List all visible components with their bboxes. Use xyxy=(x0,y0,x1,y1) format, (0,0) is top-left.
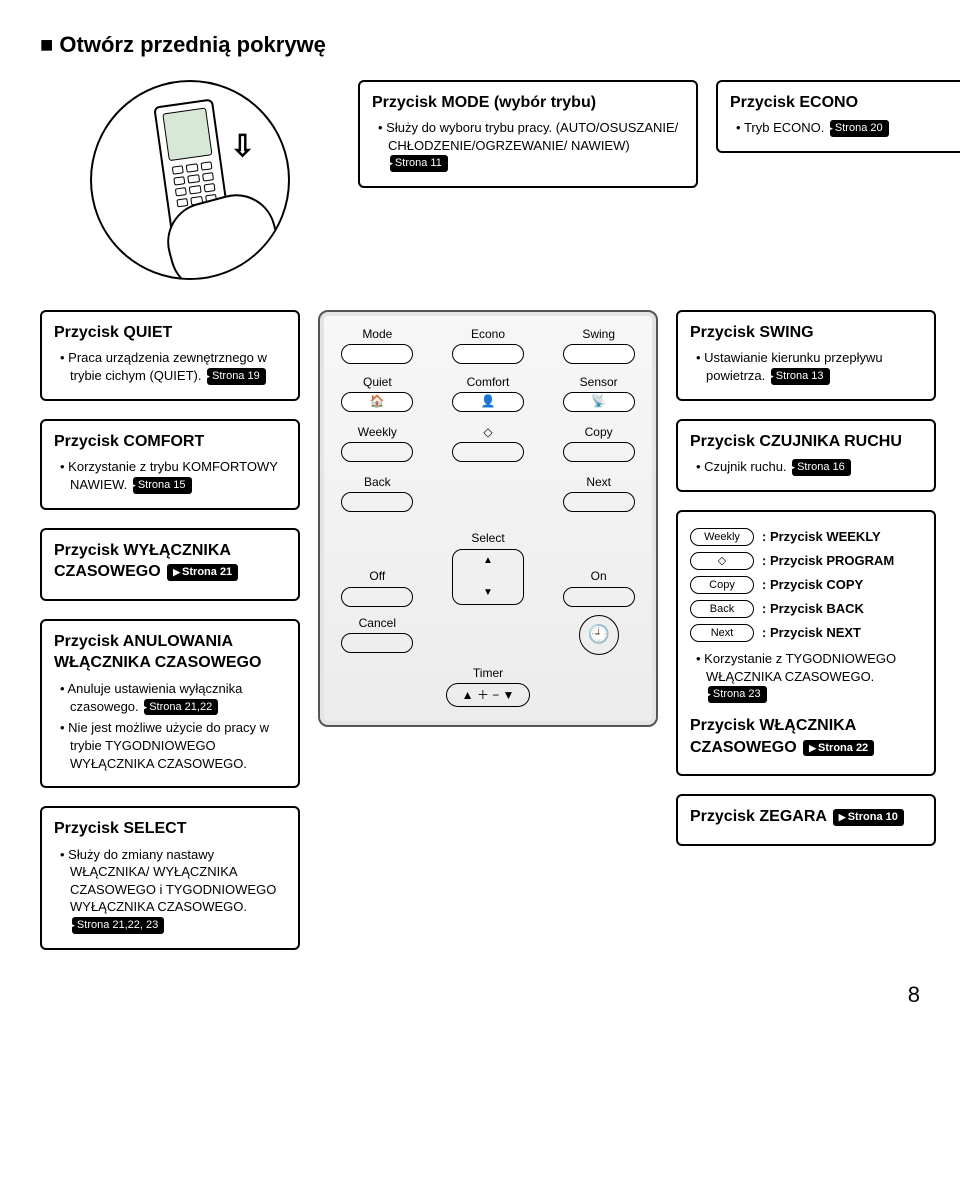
on-button[interactable]: On xyxy=(551,568,646,606)
page-ref-badge: Strona 11 xyxy=(390,155,448,172)
callout-item: Czujnik ruchu. Strona 16 xyxy=(696,456,922,478)
page-number: 8 xyxy=(40,980,920,1010)
callout-item: Ustawianie kierunku przepływu powietrza.… xyxy=(696,347,922,386)
timer-button[interactable]: ▲ ＋ − ▼ xyxy=(446,683,530,707)
page-ref-badge: Strona 10 xyxy=(833,809,904,826)
left-column: Przycisk QUIET Praca urządzenia zewnętrz… xyxy=(40,310,300,950)
off-button[interactable]: Off xyxy=(330,568,425,606)
callout-item: Anuluje ustawienia wyłącznika czasowego.… xyxy=(60,678,286,717)
legend-row: Copy : Przycisk COPY xyxy=(690,576,922,594)
comfort-button[interactable]: Comfort👤 xyxy=(441,374,536,412)
econo-button[interactable]: Econo xyxy=(441,326,536,364)
legend-row: Next : Przycisk NEXT xyxy=(690,624,922,642)
callout-item: Nie jest możliwe użycie do pracy w trybi… xyxy=(60,717,286,774)
callout-title: Przycisk ANULOWANIA WŁĄCZNIKA CZASOWEGO xyxy=(54,631,286,674)
callout-quiet: Przycisk QUIET Praca urządzenia zewnętrz… xyxy=(40,310,300,401)
page-ref-badge: Strona 20 xyxy=(830,120,889,137)
page-ref-badge: Strona 21,22, 23 xyxy=(72,917,164,934)
page-ref-badge: Strona 16 xyxy=(792,459,851,476)
callout-title: Przycisk COMFORT xyxy=(54,431,286,453)
callout-comfort: Przycisk COMFORT Korzystanie z trybu KOM… xyxy=(40,419,300,510)
remote-panel: Mode Econo Swing Quiet🏠 Comfort👤 Sensor📡… xyxy=(318,310,658,727)
callout-item: Tryb ECONO. Strona 20 xyxy=(736,117,960,139)
program-button[interactable]: ◇ xyxy=(441,424,536,462)
callout-sensor: Przycisk CZUJNIKA RUCHU Czujnik ruchu. S… xyxy=(676,419,936,492)
center-column: Mode Econo Swing Quiet🏠 Comfort👤 Sensor📡… xyxy=(318,310,658,727)
cancel-button[interactable]: Cancel xyxy=(330,615,425,653)
page-ref-badge: Strona 21,22 xyxy=(144,699,218,716)
page-ref-badge: Strona 21 xyxy=(167,564,238,581)
callout-item: Korzystanie z TYGODNIOWEGO WŁĄCZNIKA CZA… xyxy=(696,648,922,705)
sensor-button[interactable]: Sensor📡 xyxy=(551,374,646,412)
callout-swing: Przycisk SWING Ustawianie kierunku przep… xyxy=(676,310,936,401)
callout-title: Przycisk SELECT xyxy=(54,818,286,840)
timer-label: Timer xyxy=(330,665,646,681)
callout-title: Przycisk ECONO xyxy=(730,92,960,114)
legend-row: Weekly : Przycisk WEEKLY xyxy=(690,528,922,546)
callout-weekly-legend: Weekly : Przycisk WEEKLY ◇ : Przycisk PR… xyxy=(676,510,936,776)
legend-row: Back : Przycisk BACK xyxy=(690,600,922,618)
callout-clock: Przycisk ZEGARA Strona 10 xyxy=(676,794,936,846)
select-button[interactable]: Select ▲▼ xyxy=(441,530,536,606)
legend-row: ◇ : Przycisk PROGRAM xyxy=(690,552,922,570)
quiet-button[interactable]: Quiet🏠 xyxy=(330,374,425,412)
callout-title: Przycisk WŁĄCZNIKA CZASOWEGO Strona 22 xyxy=(690,715,922,758)
mode-button[interactable]: Mode xyxy=(330,326,425,364)
callout-title: Przycisk QUIET xyxy=(54,322,286,344)
right-column: Przycisk SWING Ustawianie kierunku przep… xyxy=(676,310,936,846)
callout-select: Przycisk SELECT Służy do zmiany nastawy … xyxy=(40,806,300,950)
callout-item: Korzystanie z trybu KOMFORTOWY NAWIEW. S… xyxy=(60,456,286,495)
callout-item: Służy do wyboru trybu pracy. (AUTO/OSUSZ… xyxy=(378,117,684,174)
page-ref-badge: Strona 13 xyxy=(771,368,830,385)
back-button[interactable]: Back xyxy=(330,474,425,512)
next-button[interactable]: Next xyxy=(551,474,646,512)
page-ref-badge: Strona 15 xyxy=(133,477,192,494)
callout-title: Przycisk SWING xyxy=(690,322,922,344)
page-ref-badge: Strona 23 xyxy=(708,686,767,703)
copy-button[interactable]: Copy xyxy=(551,424,646,462)
remote-illustration: ⇩ xyxy=(40,80,340,290)
callout-item: Praca urządzenia zewnętrznego w trybie c… xyxy=(60,347,286,386)
weekly-button[interactable]: Weekly xyxy=(330,424,425,462)
callout-mode: Przycisk MODE (wybór trybu) Służy do wyb… xyxy=(358,80,698,189)
page-ref-badge: Strona 22 xyxy=(803,740,874,757)
callout-econo: Przycisk ECONO Tryb ECONO. Strona 20 xyxy=(716,80,960,153)
callout-title: Przycisk ZEGARA Strona 10 xyxy=(690,806,922,828)
page-ref-badge: Strona 19 xyxy=(207,368,266,385)
swing-button[interactable]: Swing xyxy=(551,326,646,364)
callout-title: Przycisk MODE (wybór trybu) xyxy=(372,92,684,114)
callout-title: Przycisk CZUJNIKA RUCHU xyxy=(690,431,922,453)
callout-item: Służy do zmiany nastawy WŁĄCZNIKA/ WYŁĄC… xyxy=(60,844,286,936)
callout-off-timer: Przycisk WYŁĄCZNIKA CZASOWEGO Strona 21 xyxy=(40,528,300,601)
clock-button[interactable]: 🕘 xyxy=(551,615,646,655)
callout-cancel-timer: Przycisk ANULOWANIA WŁĄCZNIKA CZASOWEGO … xyxy=(40,619,300,788)
page-title: Otwórz przednią pokrywę xyxy=(40,30,920,60)
callout-title: Przycisk WYŁĄCZNIKA CZASOWEGO Strona 21 xyxy=(54,540,286,583)
